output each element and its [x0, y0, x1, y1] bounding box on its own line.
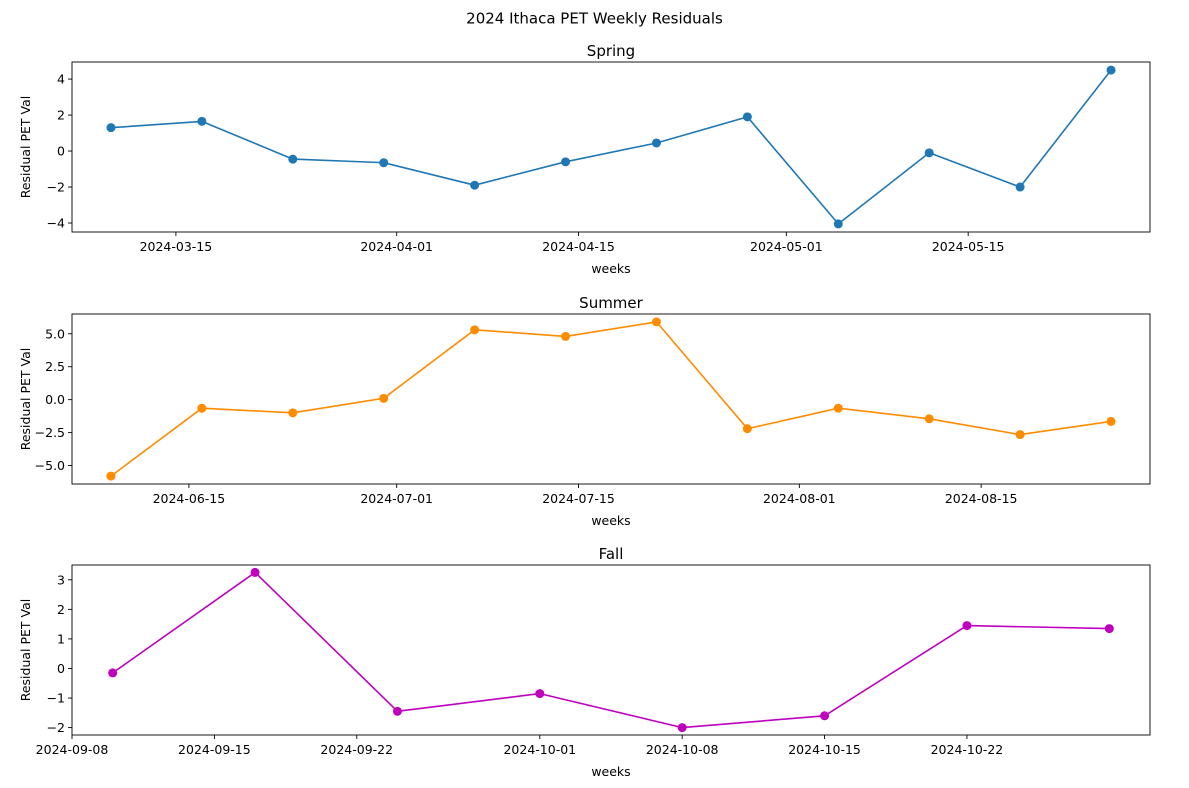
- fall-data-point: [108, 668, 118, 678]
- spring-data-point: [106, 123, 116, 133]
- summer-x-tick-label: 2024-07-01: [360, 491, 433, 506]
- fall-data-point: [962, 621, 972, 631]
- spring-series-line: [110, 69, 1112, 225]
- spring-data-point: [470, 180, 480, 190]
- spring-data-point: [197, 116, 207, 126]
- fall-x-tick-label: 2024-09-22: [320, 742, 393, 757]
- fall-data-point: [392, 706, 402, 716]
- summer-data-point: [379, 393, 389, 403]
- summer-data-point: [742, 424, 752, 434]
- spring-data-point: [561, 157, 571, 167]
- summer-x-tick-label: 2024-08-01: [763, 491, 836, 506]
- fall-x-tick-label: 2024-10-15: [788, 742, 861, 757]
- summer-data-point: [470, 325, 480, 335]
- summer-data-point: [197, 403, 207, 413]
- summer-y-axis-label: Residual PET Val: [18, 348, 33, 451]
- summer-data-point: [833, 403, 843, 413]
- fall-x-axis-label: weeks: [591, 764, 630, 779]
- fall-data-point: [677, 723, 687, 733]
- fall-data-point: [1104, 624, 1114, 634]
- fall-y-tick-label: 1: [57, 631, 65, 646]
- fall-data-point: [535, 689, 545, 699]
- summer-data-point: [106, 471, 116, 481]
- summer-y-tick-label: 5.0: [45, 326, 65, 341]
- fall-x-tick-label: 2024-10-08: [646, 742, 719, 757]
- spring-x-axis-label: weeks: [591, 261, 630, 276]
- summer-axes-frame: [71, 313, 1151, 485]
- summer-data-point: [561, 331, 571, 341]
- spring-subplot: Spring 2024-03-15 2024-04-01 2024-04-15 2024…: [18, 42, 1151, 276]
- summer-data-point: [1106, 416, 1116, 426]
- summer-y-tick-label: 0.0: [45, 392, 65, 407]
- fall-title: Fall: [599, 545, 624, 563]
- summer-y-tick-label: −2.5: [35, 425, 65, 440]
- summer-title: Summer: [579, 294, 643, 312]
- fall-x-tick-label: 2024-10-01: [503, 742, 576, 757]
- summer-data-point: [651, 317, 661, 327]
- fall-series-line: [112, 571, 1110, 729]
- figure-title: 2024 Ithaca PET Weekly Residuals: [466, 10, 723, 28]
- fall-y-tick-label: 2: [57, 602, 65, 617]
- fall-data-point: [820, 711, 830, 721]
- summer-data-point: [1015, 430, 1025, 440]
- spring-y-tick-label: 0: [57, 144, 65, 159]
- spring-data-point: [833, 219, 843, 229]
- spring-data-point: [288, 154, 298, 164]
- summer-x-tick-label: 2024-06-15: [153, 491, 226, 506]
- fall-x-tick-label: 2024-09-08: [36, 742, 109, 757]
- spring-data-point: [651, 138, 661, 148]
- fall-y-tick-label: −2: [47, 720, 65, 735]
- spring-x-tick-label: 2024-03-15: [140, 239, 213, 254]
- spring-data-point: [1015, 182, 1025, 192]
- spring-y-tick-label: 2: [57, 108, 65, 123]
- summer-y-tick-label: 2.5: [45, 359, 65, 374]
- summer-series-line: [110, 321, 1112, 477]
- fall-x-tick-label: 2024-09-15: [178, 742, 251, 757]
- spring-title: Spring: [587, 42, 635, 60]
- summer-data-point: [288, 408, 298, 418]
- summer-y-tick-label: −5.0: [35, 458, 65, 473]
- spring-y-tick-label: −2: [47, 180, 65, 195]
- spring-y-tick-label: −4: [47, 216, 65, 231]
- fall-axes-frame: [71, 564, 1151, 736]
- spring-data-point: [924, 148, 934, 158]
- spring-x-tick-label: 2024-04-15: [542, 239, 615, 254]
- spring-y-axis-label: Residual PET Val: [18, 96, 33, 199]
- spring-data-point: [742, 112, 752, 122]
- fall-y-axis-label: Residual PET Val: [18, 599, 33, 702]
- fall-data-point: [250, 567, 260, 577]
- fall-subplot: Fall 2024-09-08 2024-09-15 2024-09-22 2024-1…: [18, 545, 1151, 779]
- spring-axes-frame: [71, 61, 1151, 233]
- spring-data-point: [1106, 65, 1116, 75]
- summer-data-point: [924, 414, 934, 424]
- spring-x-tick-label: 2024-05-01: [750, 239, 823, 254]
- spring-x-tick-label: 2024-04-01: [360, 239, 433, 254]
- summer-x-tick-label: 2024-08-15: [945, 491, 1018, 506]
- fall-y-tick-label: 0: [57, 661, 65, 676]
- spring-x-tick-label: 2024-05-15: [932, 239, 1005, 254]
- fall-y-tick-label: −1: [47, 691, 65, 706]
- summer-x-tick-label: 2024-07-15: [542, 491, 615, 506]
- summer-subplot: Summer 2024-06-15 2024-07-01 2024-07-15 2024…: [18, 294, 1151, 528]
- summer-x-axis-label: weeks: [591, 513, 630, 528]
- spring-data-point: [379, 158, 389, 168]
- fall-x-tick-label: 2024-10-22: [931, 742, 1004, 757]
- fall-y-tick-label: 3: [57, 572, 65, 587]
- spring-y-tick-label: 4: [57, 72, 65, 87]
